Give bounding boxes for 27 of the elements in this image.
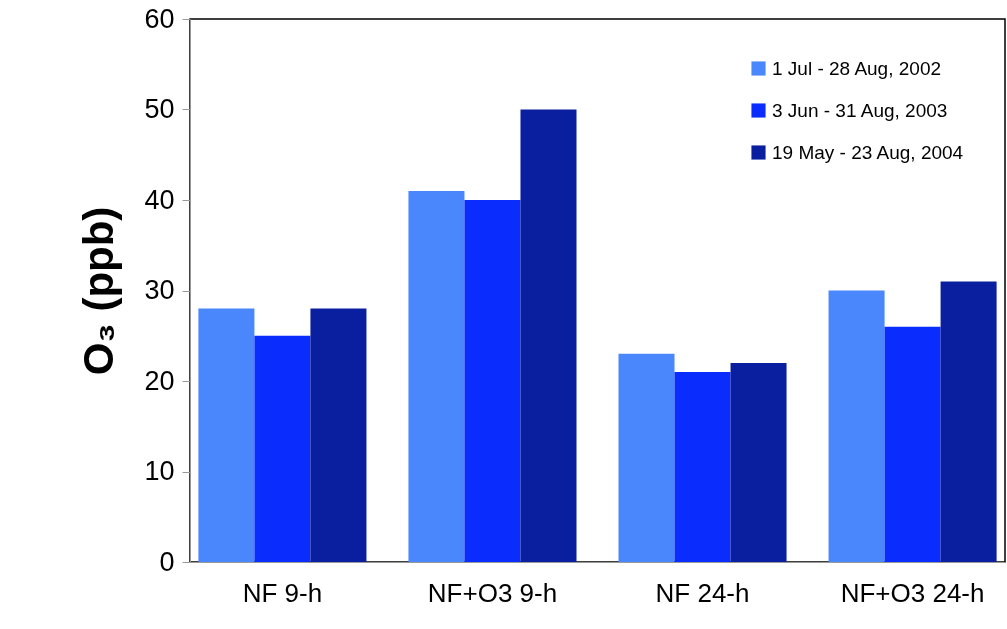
bar bbox=[464, 200, 521, 562]
x-tick-label: NF 9-h bbox=[242, 577, 323, 608]
x-tick-label: NF+O3 9-h bbox=[427, 577, 558, 608]
legend-label: 1 Jul - 28 Aug, 2002 bbox=[772, 57, 942, 79]
x-tick-label: NF 24-h bbox=[655, 577, 750, 608]
legend-label: 19 May - 23 Aug, 2004 bbox=[772, 141, 964, 163]
bar bbox=[254, 335, 311, 562]
bar bbox=[674, 371, 731, 562]
bar bbox=[310, 308, 367, 562]
bar bbox=[520, 109, 577, 562]
y-tick-label: 50 bbox=[144, 94, 175, 124]
bar bbox=[940, 281, 997, 562]
bar bbox=[730, 362, 787, 562]
bar bbox=[198, 308, 255, 562]
bar bbox=[828, 290, 885, 562]
bar bbox=[408, 190, 465, 562]
legend-label: 3 Jun - 31 Aug, 2003 bbox=[772, 99, 948, 121]
y-tick-label: 40 bbox=[144, 184, 175, 215]
x-tick-label: NF+O3 24-h bbox=[840, 577, 985, 608]
y-tick-label: 0 bbox=[159, 546, 175, 577]
bar bbox=[618, 353, 675, 562]
y-tick-label: 60 bbox=[144, 3, 175, 34]
y-tick-label: 10 bbox=[144, 456, 175, 486]
y-axis-title: O₃ (ppb) bbox=[75, 206, 123, 376]
y-tick-label: 30 bbox=[144, 275, 175, 305]
bar bbox=[884, 326, 941, 562]
y-tick-label: 20 bbox=[144, 365, 175, 396]
